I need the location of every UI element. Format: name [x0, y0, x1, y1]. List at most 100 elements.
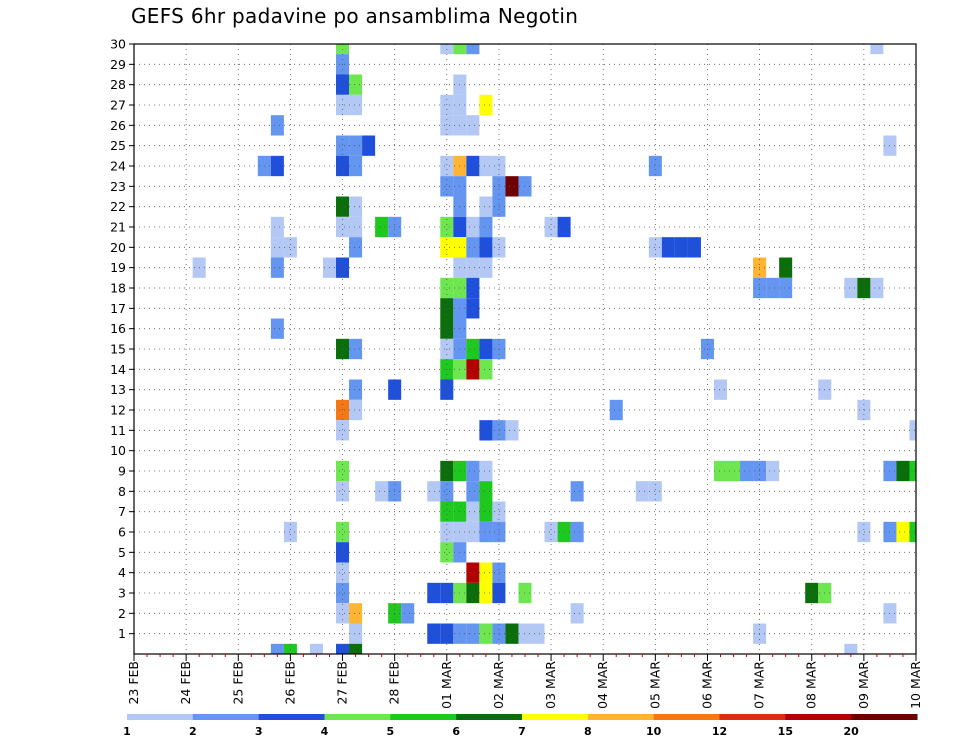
cell [440, 582, 454, 604]
cell [270, 115, 284, 136]
cell [870, 44, 884, 55]
legend-label: 6 [452, 725, 460, 738]
x-tick-label: 01 MAR [439, 661, 454, 709]
y-tick-label: 18 [110, 281, 126, 296]
cell [401, 603, 415, 624]
cell [466, 359, 480, 380]
cell [661, 237, 675, 258]
cell [336, 582, 350, 604]
y-tick-label: 8 [118, 484, 126, 499]
legend-swatch [785, 714, 852, 720]
legend-swatch [653, 714, 720, 720]
cell [349, 379, 363, 400]
cell [453, 44, 467, 55]
legend-label: 4 [321, 725, 329, 738]
cell [375, 481, 389, 502]
cell [857, 277, 871, 299]
cell [466, 237, 480, 258]
cell [479, 562, 493, 583]
cell [492, 176, 506, 197]
cell [466, 338, 480, 360]
y-tick-label: 20 [110, 240, 126, 255]
cell [479, 196, 493, 217]
y-tick-label: 17 [110, 301, 126, 316]
cell [270, 155, 284, 177]
cell [466, 521, 480, 543]
cell [336, 643, 350, 654]
cell [870, 277, 884, 299]
cell [270, 237, 284, 258]
cell [570, 521, 584, 543]
legend-swatch [456, 714, 523, 720]
cell [349, 135, 363, 156]
cell [779, 257, 793, 278]
cell [740, 460, 754, 482]
cell [544, 521, 558, 543]
y-tick-label: 11 [110, 423, 126, 438]
grid-layer [133, 43, 917, 654]
cell [349, 94, 363, 116]
cell [766, 460, 780, 482]
cell [427, 623, 441, 644]
cells-layer [192, 44, 916, 654]
cell [466, 501, 480, 522]
cell [492, 582, 506, 604]
cell [479, 481, 493, 502]
legend-swatch [192, 714, 260, 720]
cell [479, 521, 493, 543]
x-tick-label: 27 FEB [335, 661, 350, 705]
cell [427, 481, 441, 502]
cell [479, 237, 493, 258]
cell [713, 379, 728, 400]
legend-swatch [522, 714, 589, 720]
cell [479, 501, 493, 522]
cell [479, 338, 493, 360]
cell [440, 460, 454, 482]
cell [713, 460, 728, 482]
cell [466, 623, 480, 644]
cell [349, 643, 363, 654]
y-tick-label: 1 [118, 626, 126, 641]
cell [270, 643, 284, 654]
y-tick-label: 23 [110, 179, 126, 194]
cell [727, 460, 741, 482]
cell [479, 420, 493, 441]
cell [283, 237, 297, 258]
cell [466, 562, 480, 583]
cell [609, 399, 623, 421]
cell [336, 135, 350, 156]
cell [440, 298, 454, 319]
cell [440, 176, 454, 197]
y-tick-label: 30 [110, 37, 126, 52]
legend-label: 12 [712, 725, 727, 738]
cell [283, 521, 297, 543]
cell [492, 155, 506, 177]
y-tick-label: 3 [118, 586, 126, 601]
x-tick-label: 25 FEB [230, 661, 245, 705]
cell [909, 521, 916, 543]
y-tick-label: 28 [110, 77, 126, 92]
cell [349, 623, 363, 644]
cell [909, 460, 916, 482]
x-tick-label: 05 MAR [647, 661, 662, 709]
cell [349, 155, 363, 177]
cell [440, 521, 454, 543]
legend-label: 20 [844, 725, 860, 738]
y-tick-label: 24 [110, 159, 126, 174]
legend-label: 1 [123, 725, 131, 738]
cell [375, 216, 389, 238]
y-axis: 1234567891011121314151617181920212223242… [110, 37, 134, 641]
y-tick-label: 15 [110, 342, 126, 357]
cell [648, 155, 662, 177]
x-tick-label: 10 MAR [908, 661, 923, 709]
x-axis: 23 FEB 24 FEB 25 FEB 26 FEB 27 FEB 28 FEB 01 M… [126, 654, 923, 709]
cell [466, 257, 480, 278]
cell [466, 481, 480, 502]
cell [336, 257, 350, 278]
cell [805, 582, 819, 604]
y-tick-label: 13 [110, 382, 126, 397]
legend-label: 15 [778, 725, 793, 738]
cell [270, 318, 284, 339]
cell [309, 643, 323, 654]
cell [635, 481, 649, 502]
